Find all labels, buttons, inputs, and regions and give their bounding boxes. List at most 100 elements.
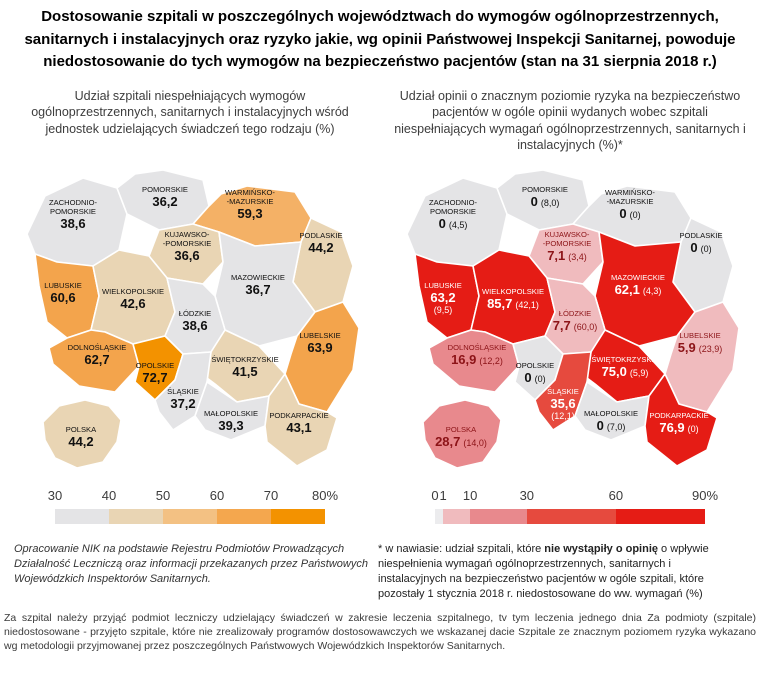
region-value-lubelskie: 63,9	[307, 340, 332, 355]
region-name-mazowieckie: MAZOWIECKIE	[611, 273, 665, 282]
region-value-podlaskie: 44,2	[308, 240, 333, 255]
region-name-podkarpackie: PODKARPACKIE	[649, 411, 708, 420]
region-value-opolskie: 0 (0)	[524, 370, 545, 385]
region-value-slaskie: 37,2	[170, 396, 195, 411]
methodology-note: Za szpital należy przyjąć podmiot leczni…	[4, 612, 756, 652]
legend-color-segment	[435, 508, 444, 524]
legend-tick-label: 90%	[691, 487, 719, 503]
source-note: Opracowanie NIK na podstawie Rejestru Po…	[14, 542, 368, 586]
poland-map-right: ZACHODNIO- POMORSKIE 0 (4,5) POMORSKIE 0 (8,0)…	[395, 166, 745, 484]
region-name-slaskie: ŚLĄSKIE	[547, 387, 579, 396]
region-value-malopolskie: 0 (7,0)	[597, 418, 626, 433]
asterisk-note: * w nawiasie: udział szpitali, które nie…	[368, 542, 746, 603]
region-value-malopolskie: 39,3	[218, 418, 243, 433]
region-malopolskie	[574, 380, 650, 441]
region-name-pomorskie: POMORSKIE	[522, 185, 568, 194]
legend-color-segment	[55, 508, 109, 524]
region-name-zachodniopomorskie: ZACHODNIO-	[429, 198, 478, 207]
region-value-dolnoslaskie: 62,7	[84, 352, 109, 367]
region-value-podkarpackie: 76,9 (0)	[659, 420, 698, 435]
region-name-kujawsko-pomorskie: -POMORSKIE	[543, 239, 592, 248]
legend-color-segment	[443, 508, 471, 524]
region-value-warminsko-mazurskie: 0 (0)	[619, 206, 640, 221]
page-title: Dostosowanie szpitali w poszczególnych w…	[6, 6, 754, 74]
region-name-kujawsko-pomorskie: KUJAWSKO-	[165, 230, 210, 239]
legend-tick-label: 60	[608, 487, 624, 503]
region-value-opolskie: 72,7	[142, 370, 167, 385]
region-value-slaskie: 35,6	[550, 396, 575, 411]
region-value-kujawsko-pomorskie: 36,6	[174, 248, 199, 263]
legend-color-segment	[109, 508, 163, 524]
region-name-lubelskie: LUBELSKIE	[299, 331, 340, 340]
region-name-warminsko-mazurskie: -MAZURSKIE	[607, 197, 654, 206]
region-name-zachodniopomorskie: POMORSKIE	[50, 207, 96, 216]
region-value-dolnoslaskie: 16,9 (12,2)	[451, 352, 503, 367]
legend-tick-label: 40	[101, 487, 117, 503]
legend-tick-label: 50	[155, 487, 171, 503]
infographic-page: Dostosowanie szpitali w poszczególnych w…	[0, 6, 760, 654]
region-name-polska: POLSKA	[66, 425, 97, 434]
region-slaskie	[154, 350, 212, 431]
region-name-opolskie: OPOLSKIE	[136, 361, 174, 370]
page-title-line-3: niedostosowanie do tych wymogów na bezpi…	[43, 53, 717, 70]
legend-color-segment	[217, 508, 271, 524]
color-scale-left: 30 40 50 60 70 80%	[48, 487, 338, 526]
region-value-polska: 44,2	[68, 434, 93, 449]
region-name-zachodniopomorskie: ZACHODNIO-	[49, 198, 98, 207]
region-podkarpackie	[644, 372, 718, 467]
region-slaskie	[534, 350, 592, 431]
region-paren-slaskie: (12,1)	[551, 411, 575, 421]
region-value-kujawsko-pomorskie: 7,1 (3,4)	[547, 248, 587, 263]
region-name-podlaskie: PODLASKIE	[299, 231, 342, 240]
region-name-lodzkie: ŁÓDZKIE	[559, 309, 592, 318]
region-name-warminsko-mazurskie: WARMIŃSKO-	[225, 188, 275, 197]
region-name-lodzkie: ŁÓDZKIE	[179, 309, 212, 318]
region-dolnoslaskie	[48, 328, 140, 393]
region-name-warminsko-mazurskie: WARMIŃSKO-	[605, 188, 655, 197]
legend-tick-label: 30	[519, 487, 535, 503]
region-name-pomorskie: POMORSKIE	[142, 185, 188, 194]
region-name-opolskie: OPOLSKIE	[516, 361, 554, 370]
right-panel-subtitle: Udział opinii o znacznym poziomie ryzyka…	[394, 88, 746, 153]
legend-color-bar	[435, 508, 705, 524]
region-value-lodzkie: 7,7 (60,0)	[553, 318, 598, 333]
region-name-lubuskie: LUBUSKIE	[44, 281, 82, 290]
legend-tick-label: 70	[263, 487, 279, 503]
region-name-malopolskie: MAŁOPOLSKIE	[584, 409, 638, 418]
legend-tick-labels: 0 1 10 30 60 90%	[431, 487, 718, 506]
region-value-zachodniopomorskie: 38,6	[60, 216, 85, 231]
legend-tick-label: 60	[209, 487, 225, 503]
region-name-dolnoslaskie: DOLNOŚLĄSKIE	[448, 343, 507, 352]
legend-color-bar	[55, 508, 325, 524]
region-value-wielkopolskie: 42,6	[120, 296, 145, 311]
right-panel: Udział opinii o znacznym poziomie ryzyka…	[380, 84, 760, 526]
region-name-malopolskie: MAŁOPOLSKIE	[204, 409, 258, 418]
region-value-lodzkie: 38,6	[182, 318, 207, 333]
poland-choropleth-svg: ZACHODNIO-POMORSKIE38,6POMORSKIE36,2WARM…	[26, 168, 360, 469]
legend-color-segment	[526, 508, 616, 524]
region-lubelskie	[284, 300, 360, 413]
region-name-lubuskie: LUBUSKIE	[424, 281, 462, 290]
map-panels: Udział szpitali niespełniających wymogów…	[0, 84, 760, 526]
region-value-polska: 28,7 (14,0)	[435, 434, 487, 449]
region-polska	[422, 398, 502, 469]
region-value-podlaskie: 0 (0)	[690, 240, 711, 255]
legend-tick-label: 30	[47, 487, 63, 503]
footnotes-row: Opracowanie NIK na podstawie Rejestru Po…	[0, 542, 760, 603]
region-malopolskie	[194, 380, 270, 441]
region-name-swietokrzyskie: ŚWIĘTOKRZYSKIE	[591, 355, 658, 364]
legend-tick-label: 1	[439, 487, 447, 503]
legend-color-segment	[163, 508, 217, 524]
region-value-swietokrzyskie: 41,5	[232, 364, 257, 379]
region-podkarpackie	[264, 372, 338, 467]
region-value-pomorskie: 0 (8,0)	[531, 194, 560, 209]
left-panel: Udział szpitali niespełniających wymogów…	[0, 84, 380, 526]
region-value-podkarpackie: 43,1	[286, 420, 311, 435]
region-value-mazowieckie: 36,7	[245, 282, 270, 297]
region-value-lubelskie: 5,9 (23,9)	[678, 340, 723, 355]
legend-color-segment	[615, 508, 705, 524]
page-title-line-2: sanitarnych i instalacyjnych oraz ryzyko…	[24, 30, 736, 48]
region-value-lubuskie: 60,6	[50, 290, 75, 305]
region-value-warminsko-mazurskie: 59,3	[237, 206, 262, 221]
region-name-slaskie: ŚLĄSKIE	[167, 387, 199, 396]
